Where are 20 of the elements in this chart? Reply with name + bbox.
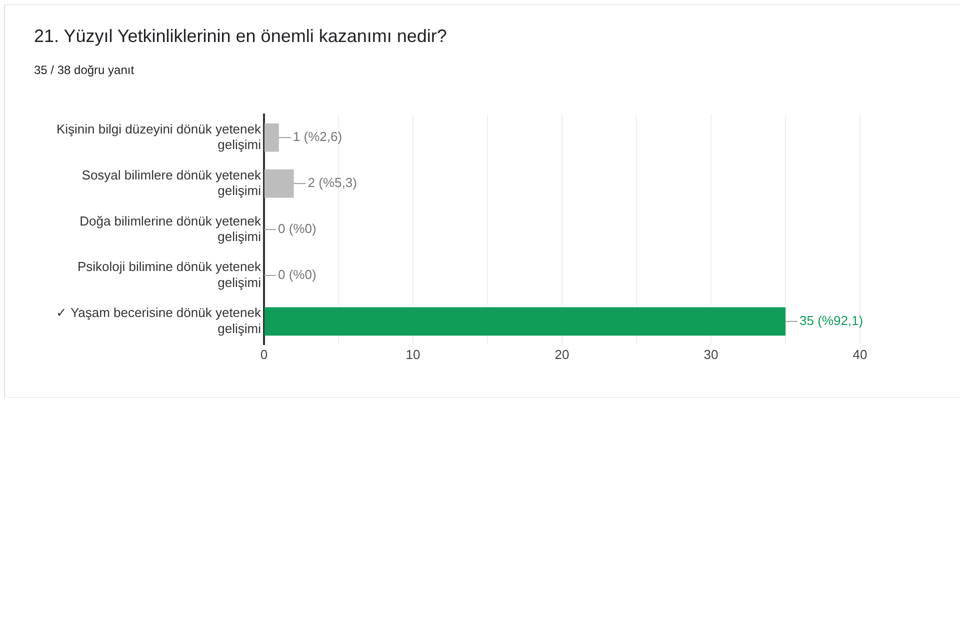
y-tick-label: Kişinin bilgi düzeyini dönük yetenek gelişimi xyxy=(56,121,262,152)
y-tick-label: Doğa bilimlerine dönük yetenek gelişimi xyxy=(80,213,262,244)
data-label: 2 (%5,3) xyxy=(308,175,357,190)
text: 35 / 38 doğru yanıt xyxy=(34,63,134,77)
data-label: 1 (%2,6) xyxy=(292,129,342,144)
x-tick-label: 20 xyxy=(554,346,570,362)
x-tick-label: 10 xyxy=(406,346,420,362)
bar xyxy=(264,123,279,152)
y-tick-label: Sosyal bilimlere dönük yetenek gelişimi xyxy=(82,167,262,198)
x-tick-label: 0 xyxy=(260,346,268,362)
y-tick-label: ✓ Yaşam becerisine dönük yetenek gelişimi xyxy=(56,305,262,336)
chart-title: 21. Yüzyıl Yetkinliklerinin en önemli kazanımı nedir? xyxy=(34,26,447,47)
data-label: 35 (%92,1) xyxy=(800,313,864,328)
x-tick-label: 40 xyxy=(852,346,868,362)
bar xyxy=(264,169,294,198)
y-tick-label: Psikoloji bilimine dönük yetenek gelişimi xyxy=(77,259,262,290)
data-label: 0 (%0) xyxy=(278,267,316,282)
x-tick-label: 30 xyxy=(704,346,718,362)
bar xyxy=(264,307,786,336)
data-label: 0 (%0) xyxy=(278,221,316,236)
